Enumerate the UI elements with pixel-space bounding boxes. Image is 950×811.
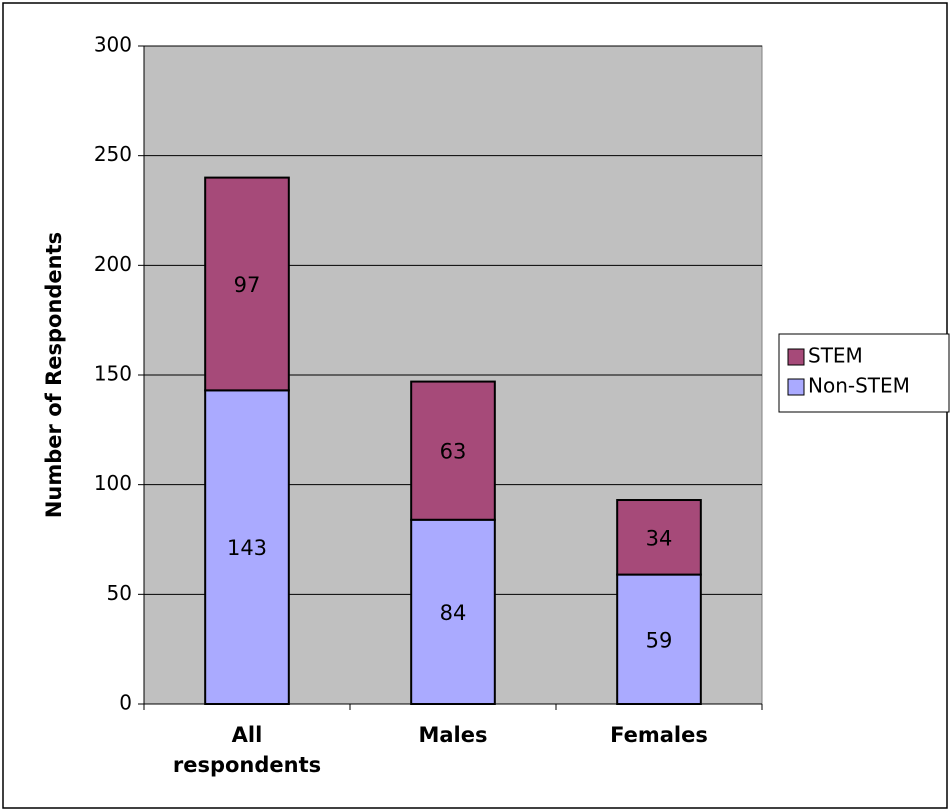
category-label: All respondents xyxy=(173,723,321,777)
legend-label: Non-STEM xyxy=(808,374,910,398)
bar-non-stem xyxy=(410,518,496,706)
category-label: Females xyxy=(610,723,708,747)
y-tick-label: 150 xyxy=(94,362,132,386)
data-labels: 143 97 84 63 59 34 xyxy=(227,273,672,652)
category-label-line: All xyxy=(232,723,263,747)
y-tick-label: 300 xyxy=(94,33,132,57)
y-tick-label: 100 xyxy=(94,471,132,495)
category-label-line: Females xyxy=(610,723,708,747)
y-tick-label: 250 xyxy=(94,142,132,166)
legend-label: STEM xyxy=(808,344,863,368)
legend-box xyxy=(778,333,950,413)
data-label: 63 xyxy=(440,440,467,464)
category-label: Males xyxy=(418,723,487,747)
legend: STEM Non-STEM xyxy=(778,333,950,413)
legend-swatch-non-stem xyxy=(787,378,805,396)
data-label: 34 xyxy=(646,526,673,550)
axes xyxy=(138,45,763,710)
bars xyxy=(204,176,702,706)
category-label-line: respondents xyxy=(173,753,321,777)
y-tick-label: 0 xyxy=(119,691,132,715)
bar-stem xyxy=(204,176,290,392)
data-label: 97 xyxy=(234,273,261,297)
category-label-line: Males xyxy=(418,723,487,747)
bar-stem xyxy=(616,499,702,576)
data-label: 59 xyxy=(646,628,673,652)
category-labels: All respondents Males Females xyxy=(173,723,708,777)
legend-swatch-stem xyxy=(787,348,805,366)
data-label: 143 xyxy=(227,536,267,560)
y-tick-labels: 0 50 100 150 200 250 300 xyxy=(94,33,132,715)
bar-stem xyxy=(410,380,496,521)
y-tick-label: 50 xyxy=(107,581,132,605)
y-tick-label: 200 xyxy=(94,252,132,276)
data-label: 84 xyxy=(440,601,467,625)
bar-non-stem xyxy=(616,573,702,705)
bar-non-stem xyxy=(204,389,290,705)
y-axis-title: Number of Respondents xyxy=(42,232,66,518)
